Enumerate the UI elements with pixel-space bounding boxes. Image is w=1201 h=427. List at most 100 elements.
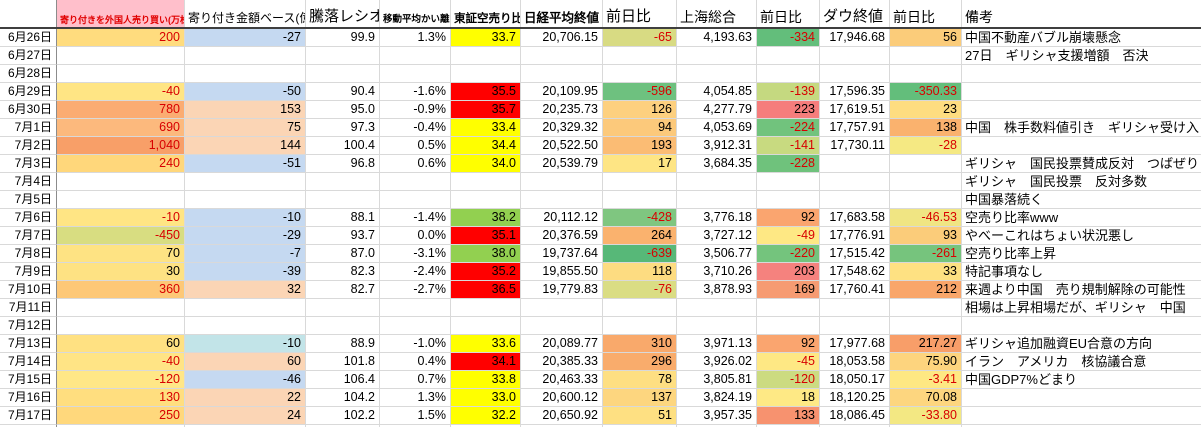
row-note[interactable]: ギリシャ 国民投票 反対多数: [962, 173, 1201, 191]
row-date[interactable]: 7月8日: [0, 245, 57, 263]
cell-dow[interactable]: 18,120.25: [820, 389, 890, 407]
cell-dow[interactable]: [820, 191, 890, 209]
cell-amount[interactable]: 24: [185, 407, 306, 425]
header-dow-close[interactable]: ダウ終値: [820, 0, 890, 27]
cell-ma[interactable]: [380, 173, 451, 191]
cell-foreign[interactable]: 780: [57, 101, 185, 119]
cell-shanghai[interactable]: 3,776.18: [677, 209, 757, 227]
row-note[interactable]: ギリシャ 国民投票賛成反対 つばぜり: [962, 155, 1201, 173]
cell-foreign[interactable]: 60: [57, 335, 185, 353]
cell-shanghai_chg[interactable]: -334: [757, 29, 820, 47]
cell-ratio[interactable]: 104.2: [306, 389, 380, 407]
cell-nikkei_chg[interactable]: [603, 317, 677, 335]
cell-ma[interactable]: [380, 191, 451, 209]
cell-nikkei[interactable]: 20,706.15: [521, 29, 603, 47]
cell-dow[interactable]: 18,086.45: [820, 407, 890, 425]
row-date[interactable]: 7月16日: [0, 389, 57, 407]
cell-dow_chg[interactable]: [890, 47, 962, 65]
cell-dow[interactable]: [820, 299, 890, 317]
cell-ma[interactable]: [380, 317, 451, 335]
row-note[interactable]: [962, 137, 1201, 155]
cell-shanghai[interactable]: 3,684.35: [677, 155, 757, 173]
cell-shanghai_chg[interactable]: 203: [757, 263, 820, 281]
cell-ma[interactable]: 1.5%: [380, 407, 451, 425]
cell-dow_chg[interactable]: 56: [890, 29, 962, 47]
cell-dow_chg[interactable]: [890, 155, 962, 173]
cell-shanghai_chg[interactable]: [757, 317, 820, 335]
cell-amount[interactable]: -29: [185, 227, 306, 245]
cell-foreign[interactable]: 690: [57, 119, 185, 137]
cell-foreign[interactable]: 30: [57, 263, 185, 281]
cell-dow[interactable]: 17,730.11: [820, 137, 890, 155]
cell-shanghai[interactable]: 3,926.02: [677, 353, 757, 371]
cell-ma[interactable]: 0.5%: [380, 137, 451, 155]
row-date[interactable]: 7月17日: [0, 407, 57, 425]
cell-nikkei[interactable]: [521, 65, 603, 83]
cell-ratio[interactable]: 96.8: [306, 155, 380, 173]
cell-foreign[interactable]: -10: [57, 209, 185, 227]
cell-dow_chg[interactable]: -261: [890, 245, 962, 263]
cell-nikkei[interactable]: [521, 191, 603, 209]
row-note[interactable]: 中国GDP7%どまり: [962, 371, 1201, 389]
cell-short[interactable]: [451, 299, 521, 317]
cell-shanghai[interactable]: [677, 191, 757, 209]
cell-shanghai_chg[interactable]: [757, 173, 820, 191]
row-date[interactable]: 7月3日: [0, 155, 57, 173]
row-note[interactable]: [962, 101, 1201, 119]
cell-nikkei_chg[interactable]: 264: [603, 227, 677, 245]
cell-ma[interactable]: 1.3%: [380, 389, 451, 407]
row-note[interactable]: 空売り比率www: [962, 209, 1201, 227]
cell-shanghai_chg[interactable]: -45: [757, 353, 820, 371]
cell-ratio[interactable]: 100.4: [306, 137, 380, 155]
cell-amount[interactable]: [185, 65, 306, 83]
cell-ma[interactable]: 0.4%: [380, 353, 451, 371]
cell-short[interactable]: 34.1: [451, 353, 521, 371]
cell-dow_chg[interactable]: [890, 317, 962, 335]
cell-dow[interactable]: [820, 425, 890, 427]
cell-amount[interactable]: -10: [185, 335, 306, 353]
cell-dow[interactable]: 18,050.17: [820, 371, 890, 389]
cell-dow[interactable]: [820, 47, 890, 65]
header-shanghai-composite[interactable]: 上海総合: [677, 0, 757, 27]
cell-nikkei[interactable]: 20,600.12: [521, 389, 603, 407]
cell-short[interactable]: 35.2: [451, 263, 521, 281]
cell-short[interactable]: [451, 173, 521, 191]
cell-dow[interactable]: 17,946.68: [820, 29, 890, 47]
header-dow-change[interactable]: 前日比: [890, 0, 962, 27]
cell-ma[interactable]: 0.6%: [380, 155, 451, 173]
cell-ratio[interactable]: 90.4: [306, 83, 380, 101]
cell-short[interactable]: 38.2: [451, 209, 521, 227]
cell-amount[interactable]: 75: [185, 119, 306, 137]
row-date[interactable]: 7月11日: [0, 299, 57, 317]
cell-nikkei_chg[interactable]: 17: [603, 155, 677, 173]
cell-ma[interactable]: -3.1%: [380, 245, 451, 263]
row-date[interactable]: 6月26日: [0, 29, 57, 47]
cell-foreign[interactable]: 1,040: [57, 137, 185, 155]
cell-shanghai[interactable]: 3,957.35: [677, 407, 757, 425]
cell-nikkei_chg[interactable]: -65: [603, 29, 677, 47]
cell-shanghai[interactable]: [677, 173, 757, 191]
cell-amount[interactable]: [185, 425, 306, 427]
cell-shanghai[interactable]: 3,506.77: [677, 245, 757, 263]
cell-nikkei[interactable]: 20,539.79: [521, 155, 603, 173]
row-date[interactable]: 7月10日: [0, 281, 57, 299]
cell-nikkei[interactable]: 19,779.83: [521, 281, 603, 299]
cell-ma[interactable]: -0.4%: [380, 119, 451, 137]
cell-dow_chg[interactable]: 212: [890, 281, 962, 299]
row-note[interactable]: 来週より中国 売り規制解除の可能性: [962, 281, 1201, 299]
cell-ratio[interactable]: [306, 425, 380, 427]
cell-nikkei[interactable]: [521, 47, 603, 65]
cell-shanghai[interactable]: [677, 299, 757, 317]
cell-ratio[interactable]: 93.7: [306, 227, 380, 245]
cell-amount[interactable]: -10: [185, 209, 306, 227]
row-date[interactable]: 7月6日: [0, 209, 57, 227]
cell-shanghai_chg[interactable]: [757, 425, 820, 427]
row-note[interactable]: 特記事項なし: [962, 263, 1201, 281]
cell-nikkei[interactable]: [521, 317, 603, 335]
row-note[interactable]: ギリシャ追加融資EU合意の方向: [962, 335, 1201, 353]
cell-dow_chg[interactable]: -350.33: [890, 83, 962, 101]
cell-nikkei_chg[interactable]: 193: [603, 137, 677, 155]
cell-dow[interactable]: 17,619.51: [820, 101, 890, 119]
cell-ma[interactable]: -1.4%: [380, 209, 451, 227]
cell-ma[interactable]: [380, 299, 451, 317]
